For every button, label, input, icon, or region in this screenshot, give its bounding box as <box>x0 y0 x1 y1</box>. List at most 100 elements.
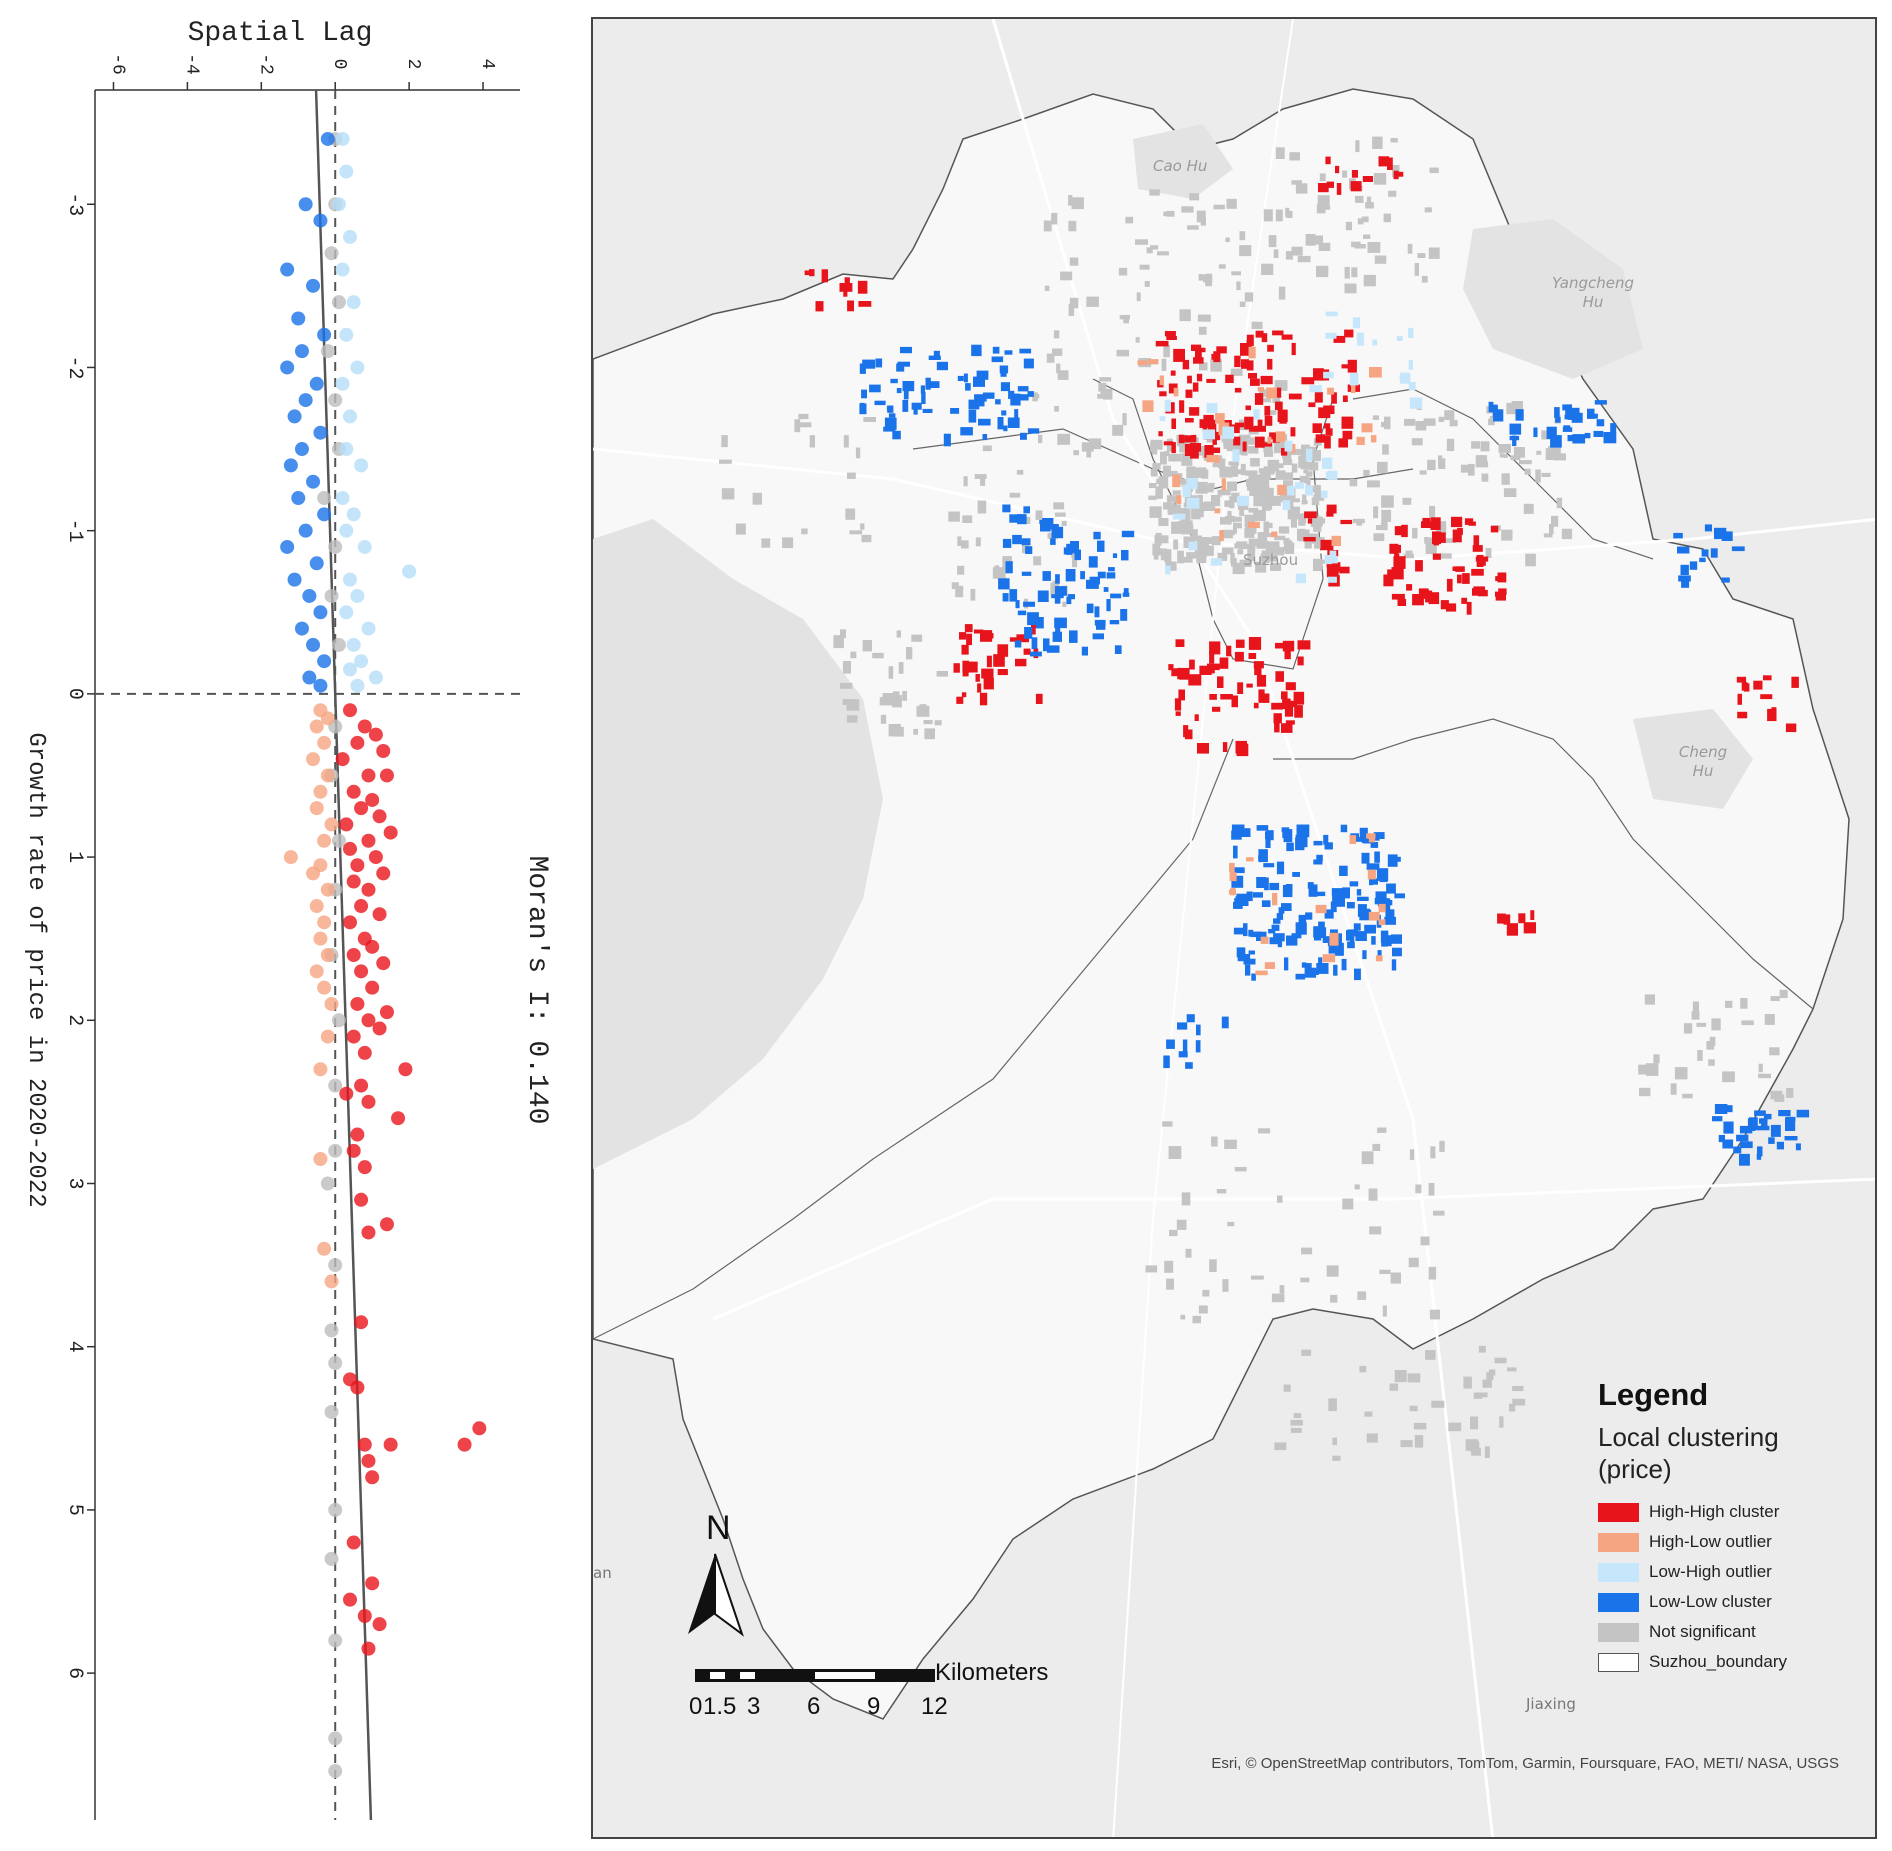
parcel <box>906 647 913 660</box>
parcel <box>1297 656 1304 666</box>
parcel <box>1638 1064 1651 1075</box>
parcel <box>1307 518 1313 524</box>
parcel <box>1066 596 1072 605</box>
data-point <box>354 964 369 979</box>
parcel <box>1016 634 1029 643</box>
parcel <box>1310 515 1316 527</box>
parcel <box>1229 862 1235 873</box>
parcel <box>1264 405 1271 416</box>
data-point <box>309 964 324 979</box>
parcel <box>1530 910 1535 920</box>
parcel <box>1282 640 1295 652</box>
parcel <box>1239 507 1245 517</box>
data-point <box>343 1592 357 1607</box>
parcel <box>1146 247 1153 254</box>
parcel <box>1197 540 1208 554</box>
parcel <box>1275 431 1286 443</box>
parcel <box>1736 676 1747 683</box>
parcel <box>1488 418 1495 426</box>
parcel <box>1264 877 1269 891</box>
parcel <box>1054 617 1067 629</box>
parcel <box>888 413 896 418</box>
parcel <box>1253 409 1260 420</box>
parcel <box>1293 691 1305 705</box>
parcel <box>1065 569 1076 582</box>
data-point <box>328 1731 343 1746</box>
data-point <box>320 131 335 146</box>
parcel <box>1219 489 1231 496</box>
parcel <box>1341 416 1354 429</box>
north-arrow-icon <box>688 1553 744 1637</box>
parcel <box>1275 671 1284 682</box>
parcel <box>1004 350 1013 355</box>
parcel <box>1100 391 1106 396</box>
parcel <box>1266 554 1278 562</box>
parcel <box>1236 281 1241 291</box>
parcel <box>1591 413 1598 419</box>
parcel <box>1710 548 1718 558</box>
parcel <box>1174 698 1182 711</box>
parcel <box>1396 336 1403 341</box>
y-tick-label: -6 <box>107 53 127 75</box>
parcel <box>903 386 909 400</box>
parcel <box>1161 358 1167 371</box>
parcel <box>1014 409 1019 420</box>
data-point <box>346 1029 361 1044</box>
parcel <box>1171 442 1176 454</box>
data-point <box>339 605 354 620</box>
parcel <box>1165 565 1171 575</box>
data-point <box>383 825 398 840</box>
parcel <box>1050 538 1056 545</box>
parcel <box>1182 484 1191 498</box>
parcel <box>1331 535 1341 547</box>
parcel <box>1254 664 1262 676</box>
parcel <box>1388 190 1397 197</box>
parcel <box>1427 459 1436 471</box>
parcel <box>1185 389 1193 398</box>
data-point <box>354 654 369 669</box>
parcel <box>1278 907 1285 914</box>
parcel <box>1231 424 1240 434</box>
parcel <box>1352 317 1360 329</box>
parcel <box>943 433 951 447</box>
parcel <box>1415 560 1423 572</box>
parcel <box>1383 213 1391 223</box>
parcel <box>1193 357 1204 364</box>
parcel <box>956 696 964 704</box>
data-point <box>298 393 313 408</box>
parcel <box>1092 633 1104 640</box>
legend-label: High-High cluster <box>1649 1502 1780 1521</box>
parcel <box>1031 637 1038 650</box>
parcel <box>1294 705 1303 718</box>
parcel <box>1295 837 1305 851</box>
parcel <box>1203 274 1213 283</box>
parcel <box>1349 373 1359 386</box>
parcel <box>1324 436 1331 449</box>
parcel <box>1353 923 1361 931</box>
parcel <box>1234 651 1244 662</box>
parcel <box>1379 1269 1391 1274</box>
data-point <box>331 833 346 848</box>
data-point <box>379 1217 394 1232</box>
parcel <box>1376 525 1388 530</box>
scale-tick: 0 <box>689 1693 703 1720</box>
parcel <box>1359 908 1370 921</box>
parcel <box>1330 1294 1338 1303</box>
parcel <box>1250 931 1262 938</box>
parcel <box>1446 603 1457 612</box>
data-point <box>346 507 361 522</box>
parcel <box>1770 996 1780 1001</box>
parcel <box>1263 487 1268 493</box>
parcel <box>1556 497 1563 509</box>
parcel <box>1699 557 1706 563</box>
data-point <box>350 588 365 603</box>
parcel <box>1740 998 1748 1009</box>
parcel <box>1295 573 1306 584</box>
legend-swatch <box>1598 1502 1639 1522</box>
parcel <box>968 409 977 423</box>
parcel <box>1368 1188 1378 1201</box>
parcel <box>1340 519 1353 525</box>
parcel <box>1244 292 1254 302</box>
parcel <box>1216 346 1227 354</box>
district-line <box>593 738 1234 1340</box>
